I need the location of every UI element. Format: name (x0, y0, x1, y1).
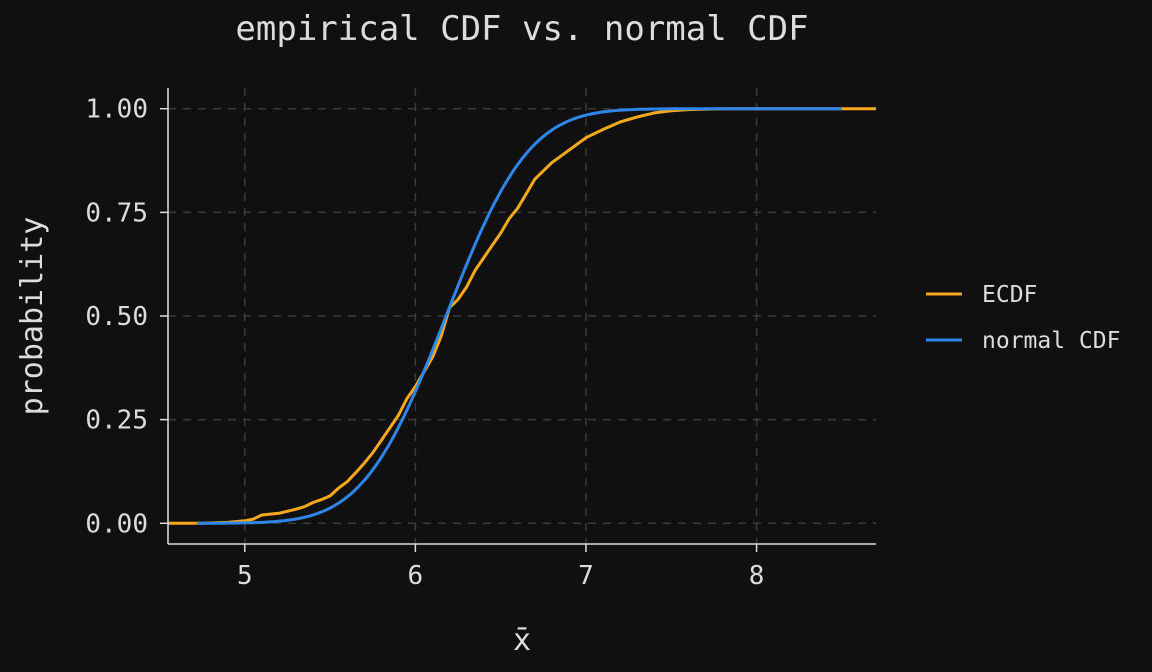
y-tick-label: 0.75 (85, 198, 148, 228)
x-axis-label: x̄ (513, 623, 531, 658)
y-tick-label: 0.00 (85, 509, 148, 539)
series-line-ecdf (168, 107, 876, 525)
series-lines (168, 107, 876, 525)
chart-title: empirical CDF vs. normal CDF (235, 9, 808, 49)
x-tick-label: 5 (237, 561, 253, 591)
x-tick-label: 7 (578, 561, 594, 591)
y-axis-label: probability (15, 217, 50, 416)
y-tick-label: 1.00 (85, 95, 148, 125)
legend-label: ECDF (982, 282, 1037, 308)
x-tick-label: 8 (749, 561, 765, 591)
legend-label: normal CDF (982, 328, 1120, 354)
y-tick-label: 0.50 (85, 302, 148, 332)
legend: ECDF normal CDF (926, 282, 1120, 354)
axes: 5 6 7 8 0.00 0.25 0.50 0.75 1.00 (85, 88, 876, 591)
series-line-normal-cdf (197, 107, 842, 525)
y-tick-label: 0.25 (85, 406, 148, 436)
x-tick-label: 6 (408, 561, 424, 591)
